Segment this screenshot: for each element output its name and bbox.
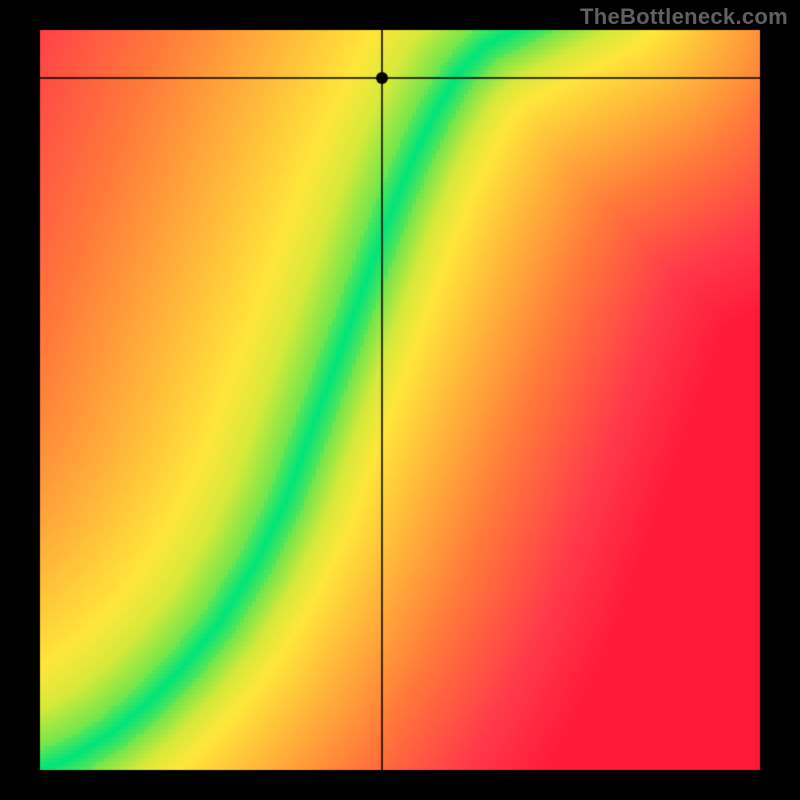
watermark-text: TheBottleneck.com xyxy=(580,4,788,30)
chart-container: { "watermark": { "text": "TheBottleneck.… xyxy=(0,0,800,800)
bottleneck-heatmap xyxy=(0,0,800,800)
